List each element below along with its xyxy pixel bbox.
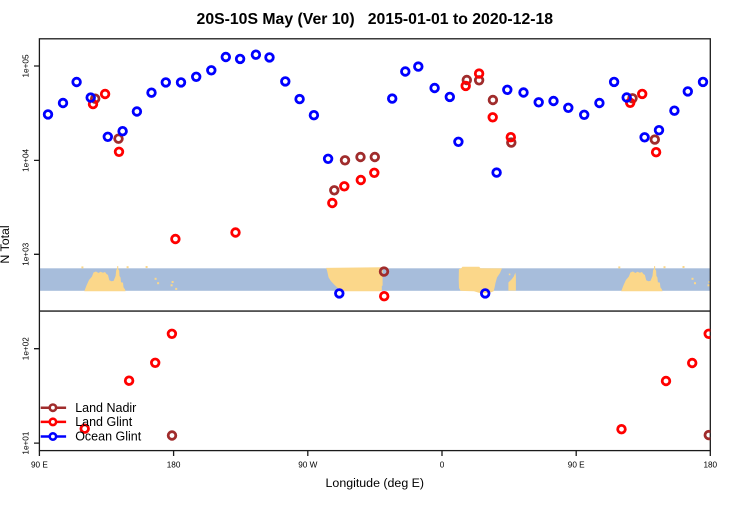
svg-text:Ocean Glint: Ocean Glint bbox=[75, 430, 142, 444]
svg-text:Land Glint: Land Glint bbox=[75, 415, 133, 429]
svg-text:1e+01: 1e+01 bbox=[22, 431, 31, 454]
svg-text:1e+04: 1e+04 bbox=[22, 148, 31, 171]
svg-text:90 W: 90 W bbox=[298, 461, 317, 470]
svg-text:1e+02: 1e+02 bbox=[22, 337, 31, 360]
svg-text:1e+05: 1e+05 bbox=[22, 54, 31, 77]
svg-text:1e+03: 1e+03 bbox=[22, 242, 31, 265]
svg-text:90 E: 90 E bbox=[568, 461, 585, 470]
svg-text:Land Nadir: Land Nadir bbox=[75, 401, 136, 415]
svg-text:20S-10S May (Ver 10) 2015-01: 20S-10S May (Ver 10) 2015-01-01 to 2020-… bbox=[197, 11, 554, 28]
svg-text:90 E: 90 E bbox=[31, 461, 48, 470]
svg-text:0: 0 bbox=[440, 461, 445, 470]
svg-text:180: 180 bbox=[703, 461, 717, 470]
svg-text:N Total: N Total bbox=[0, 225, 12, 263]
svg-text:180: 180 bbox=[167, 461, 181, 470]
svg-text:Longitude (deg E): Longitude (deg E) bbox=[326, 476, 425, 490]
